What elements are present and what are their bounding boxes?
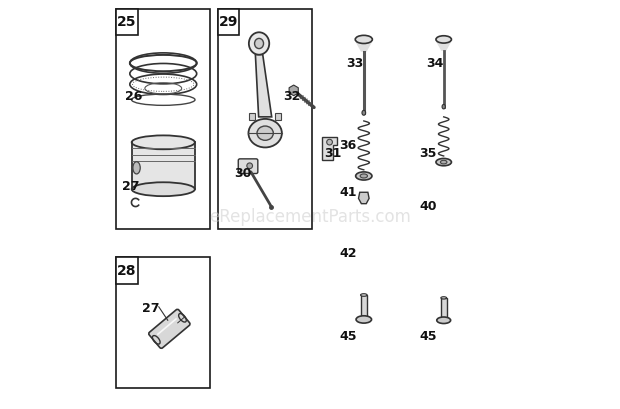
Ellipse shape [356,316,371,323]
Ellipse shape [441,297,446,299]
Bar [117,258,138,284]
Ellipse shape [362,110,366,115]
Polygon shape [358,192,369,204]
Text: eReplacementParts.com: eReplacementParts.com [209,208,411,226]
Ellipse shape [257,126,273,140]
Bar [275,113,281,120]
Polygon shape [436,41,451,51]
Ellipse shape [249,119,282,147]
Text: 28: 28 [117,264,137,278]
Bar [117,9,138,35]
Text: 27: 27 [122,180,139,193]
Ellipse shape [440,160,447,164]
Ellipse shape [255,38,264,49]
Ellipse shape [356,172,372,180]
Polygon shape [355,41,373,52]
Text: 42: 42 [339,247,357,260]
Text: 26: 26 [125,90,142,103]
Text: 29: 29 [219,15,239,29]
Text: 35: 35 [419,147,436,160]
Ellipse shape [249,32,269,55]
Ellipse shape [360,174,368,178]
Bar [131,142,195,189]
Ellipse shape [436,158,451,166]
Circle shape [327,139,332,145]
Text: 27: 27 [142,302,159,315]
Text: 45: 45 [339,330,357,344]
Ellipse shape [131,182,195,196]
Text: 31: 31 [324,147,342,160]
Text: 36: 36 [339,139,356,152]
Bar [361,295,367,319]
Ellipse shape [131,135,195,149]
Bar [218,9,312,229]
Text: 45: 45 [419,330,436,344]
Polygon shape [255,54,272,117]
Text: 30: 30 [234,167,252,180]
Text: 25: 25 [117,15,137,29]
Text: 33: 33 [346,57,363,70]
Ellipse shape [355,35,373,43]
Text: 41: 41 [339,186,357,199]
Bar [441,298,446,320]
Text: 32: 32 [283,90,301,103]
FancyBboxPatch shape [149,309,190,348]
Bar [218,9,239,35]
Polygon shape [322,137,337,160]
Bar [117,258,210,388]
Text: 40: 40 [419,200,436,213]
Bar [249,113,255,120]
Ellipse shape [361,294,367,296]
FancyBboxPatch shape [238,159,258,173]
Ellipse shape [436,317,451,324]
Ellipse shape [442,104,445,109]
Text: 34: 34 [426,57,443,70]
Circle shape [247,163,252,169]
Bar [117,9,210,229]
Ellipse shape [436,36,451,43]
Ellipse shape [133,162,140,174]
